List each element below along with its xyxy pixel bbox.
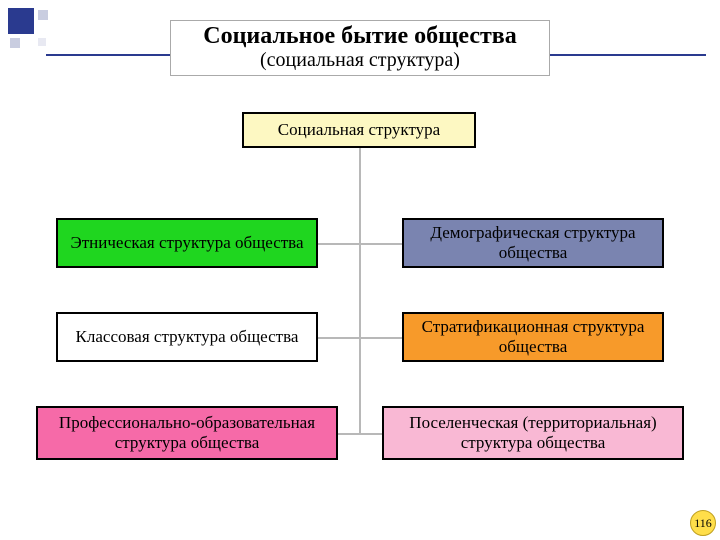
title-box: Социальное бытие общества (социальная ст…: [170, 20, 550, 76]
connector: [318, 337, 402, 339]
node-demographic-label: Демографическая структура общества: [410, 223, 656, 262]
node-settle-label: Поселенческая (территориальная) структур…: [390, 413, 676, 452]
slide-number: 116: [694, 516, 712, 531]
node-ethnic: Этническая структура общества: [56, 218, 318, 268]
title-main: Социальное бытие общества: [175, 23, 545, 49]
node-root-label: Социальная структура: [278, 120, 440, 140]
node-professional: Профессионально-образовательная структур…: [36, 406, 338, 460]
node-ethnic-label: Этническая структура общества: [70, 233, 303, 253]
node-strat-label: Стратификационная структура общества: [410, 317, 656, 356]
connector: [318, 243, 402, 245]
node-stratification: Стратификационная структура общества: [402, 312, 664, 362]
slide-number-badge: 116: [690, 510, 716, 536]
node-settlement: Поселенческая (территориальная) структур…: [382, 406, 684, 460]
node-prof-label: Профессионально-образовательная структур…: [44, 413, 330, 452]
node-root: Социальная структура: [242, 112, 476, 148]
connector: [338, 433, 382, 435]
node-class: Классовая структура общества: [56, 312, 318, 362]
connector: [359, 148, 361, 434]
title-subtitle: (социальная структура): [175, 49, 545, 71]
node-demographic: Демографическая структура общества: [402, 218, 664, 268]
node-class-label: Классовая структура общества: [76, 327, 299, 347]
